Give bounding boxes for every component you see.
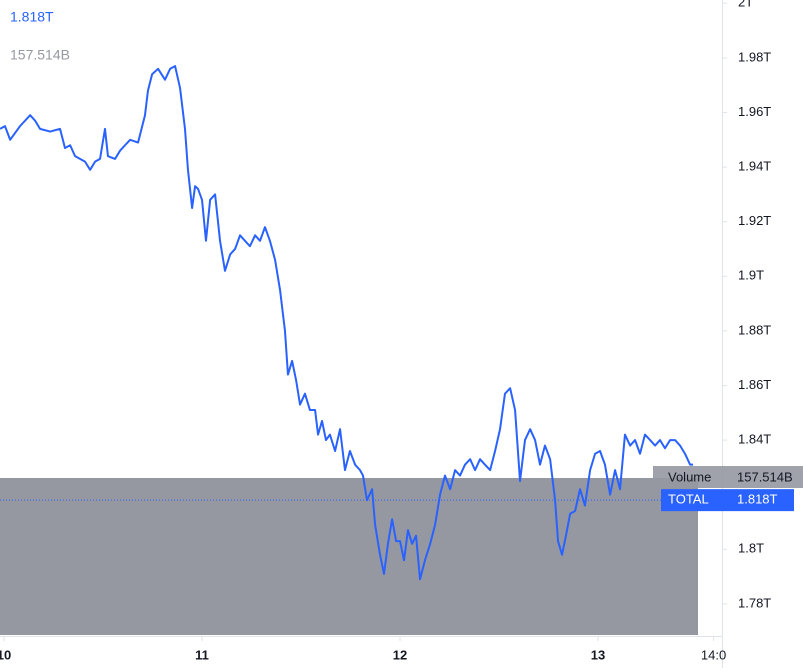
x-tick-label: 14:0 bbox=[701, 647, 726, 662]
price-line bbox=[0, 65, 694, 581]
y-tick-label: 1.8T bbox=[738, 541, 764, 556]
x-tick-label: 13 bbox=[591, 647, 605, 662]
total-label-name: TOTAL bbox=[668, 492, 709, 507]
axes: 2T 1.98T 1.96T 1.94T 1.92T 1.9T 1.88T 1.86T 1.84… bbox=[0, 0, 771, 662]
y-tick-label: 1.92T bbox=[738, 213, 771, 228]
volume-label-bg bbox=[653, 466, 803, 488]
x-tick-label: 10 bbox=[0, 647, 11, 662]
volume-bar bbox=[0, 478, 698, 635]
legend-value: 1.818T bbox=[10, 9, 54, 25]
plot-area bbox=[0, 65, 722, 635]
y-tick-label: 1.9T bbox=[738, 268, 764, 283]
y-tick-label: 1.94T bbox=[738, 159, 771, 174]
x-tick-label: 12 bbox=[393, 647, 407, 662]
y-tick-label: 1.84T bbox=[738, 432, 771, 447]
legend-volume: 157.514B bbox=[10, 47, 70, 63]
total-label-value: 1.818T bbox=[737, 492, 778, 507]
x-tick-label: 11 bbox=[195, 647, 209, 662]
y-tick-label: 1.96T bbox=[738, 104, 771, 119]
price-labels: Volume 157.514B TOTAL 1.818T bbox=[653, 466, 803, 512]
volume-label-name: Volume bbox=[668, 469, 711, 484]
total-label-bg bbox=[661, 489, 794, 512]
y-tick-label: 1.88T bbox=[738, 322, 771, 337]
y-tick-label: 1.98T bbox=[738, 49, 771, 64]
y-tick-label: 1.86T bbox=[738, 377, 771, 392]
y-tick-label: 2T bbox=[738, 0, 753, 10]
y-tick-label: 1.78T bbox=[738, 595, 771, 610]
volume-label-value: 157.514B bbox=[737, 469, 793, 484]
